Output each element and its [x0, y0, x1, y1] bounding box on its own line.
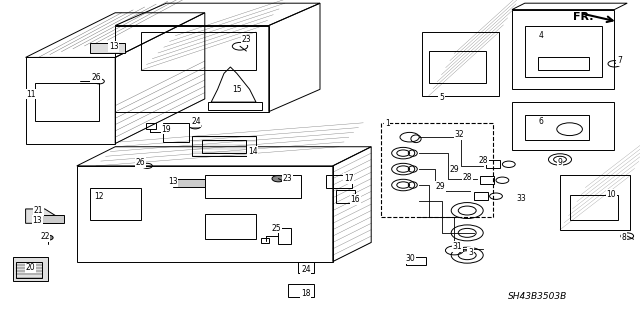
- Text: 33: 33: [516, 194, 527, 203]
- Bar: [525, 115, 589, 140]
- Text: 22: 22: [40, 232, 49, 241]
- Bar: [141, 32, 256, 70]
- Circle shape: [272, 175, 285, 182]
- Text: 25: 25: [271, 224, 282, 233]
- Text: 17: 17: [344, 174, 354, 183]
- Bar: [406, 257, 426, 265]
- Text: 5: 5: [439, 93, 444, 102]
- Text: 18: 18: [301, 289, 310, 298]
- Text: 15: 15: [232, 85, 242, 94]
- Text: 16: 16: [350, 195, 360, 204]
- Bar: [90, 188, 141, 220]
- Text: 11: 11: [26, 90, 35, 99]
- Text: 14: 14: [248, 147, 258, 156]
- Text: 7: 7: [617, 56, 622, 65]
- Text: 26: 26: [136, 158, 146, 167]
- Text: 21: 21: [34, 206, 43, 215]
- Text: FR.: FR.: [573, 11, 594, 22]
- Bar: [163, 123, 189, 142]
- Text: 30: 30: [405, 254, 415, 263]
- Text: 28: 28: [479, 156, 488, 165]
- Bar: [35, 215, 64, 223]
- Text: 8: 8: [621, 233, 627, 242]
- Bar: [480, 176, 494, 184]
- Bar: [486, 160, 500, 168]
- Text: 10: 10: [606, 190, 616, 199]
- Bar: [570, 195, 618, 220]
- Text: 13: 13: [109, 42, 119, 51]
- Text: 26: 26: [91, 73, 101, 82]
- Text: 24: 24: [191, 117, 201, 126]
- Text: 23: 23: [241, 35, 252, 44]
- Text: 29: 29: [449, 165, 460, 174]
- Text: 19: 19: [161, 125, 172, 134]
- Bar: [202, 140, 246, 153]
- Text: 6: 6: [538, 117, 543, 126]
- Bar: [429, 51, 486, 83]
- Bar: [525, 26, 602, 77]
- Text: 24: 24: [301, 265, 311, 274]
- Bar: [278, 228, 291, 244]
- Text: 12: 12: [95, 192, 104, 201]
- Text: 1: 1: [385, 119, 390, 128]
- Text: 32: 32: [454, 130, 465, 139]
- Bar: [288, 284, 314, 297]
- Bar: [146, 123, 156, 129]
- Bar: [192, 136, 256, 156]
- Circle shape: [43, 235, 53, 240]
- Bar: [336, 190, 355, 203]
- Bar: [261, 238, 269, 243]
- Text: 31: 31: [452, 242, 463, 251]
- Circle shape: [189, 123, 201, 129]
- Bar: [35, 83, 99, 121]
- Bar: [538, 57, 589, 70]
- Text: 20: 20: [26, 263, 36, 272]
- Text: 13: 13: [168, 177, 178, 186]
- Text: 13: 13: [32, 216, 42, 225]
- Text: 4: 4: [538, 31, 543, 40]
- Bar: [16, 262, 42, 278]
- Bar: [298, 262, 314, 273]
- Bar: [173, 179, 205, 187]
- Bar: [13, 257, 48, 281]
- Text: 28: 28: [463, 173, 472, 182]
- Bar: [90, 43, 125, 53]
- Polygon shape: [26, 209, 58, 223]
- Text: 3: 3: [468, 248, 473, 256]
- Text: 23: 23: [282, 174, 292, 183]
- Bar: [205, 175, 301, 198]
- Bar: [381, 123, 493, 217]
- Text: SH43B3503B: SH43B3503B: [508, 292, 567, 301]
- Text: 9: 9: [557, 158, 563, 167]
- Bar: [205, 214, 256, 239]
- Bar: [474, 192, 488, 200]
- Bar: [326, 175, 352, 188]
- Bar: [208, 102, 262, 110]
- Text: 29: 29: [435, 182, 445, 191]
